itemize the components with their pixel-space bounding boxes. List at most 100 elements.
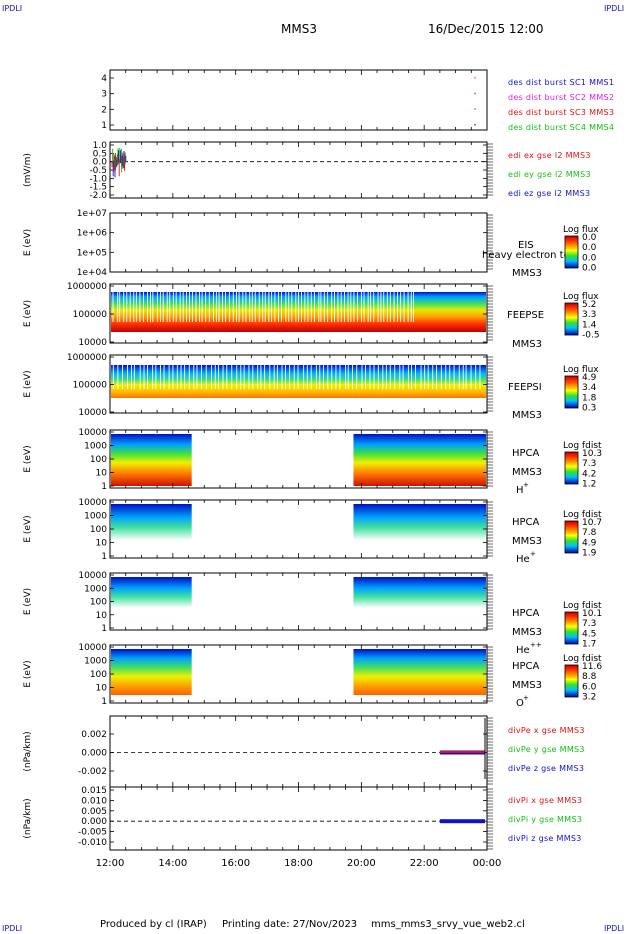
hpca-o-panel-instrument-label: HPCA [512,661,540,672]
hpca-h-panel-colorbar [564,451,579,485]
hpca-h-panel-ytick-label: 10000 [78,428,107,438]
hpca-h-panel-species-label: H [516,485,524,496]
hpca-h-panel-ytick-label: 1000 [84,442,107,452]
hpca-o-panel-ytick-label: 10 [96,684,108,694]
hpca-he-panel-ylabel: E (eV) [23,515,33,542]
feepse-panel-colorbar-tick: 3.3 [582,310,596,320]
hpca-h-panel-ylabel: E (eV) [23,445,33,472]
hpca-o-panel-ytick-label: 100 [90,670,107,680]
hpca-he-panel-ytick-label: 1 [101,552,107,562]
hpca-hepp-panel-ytick-label: 1000 [84,584,107,594]
hpca-hepp-panel-instrument-label: HPCA [512,608,540,619]
divpi-panel-ytick-label: 0.005 [81,807,107,817]
burst-panel-frame [109,69,488,131]
divpe-panel-legend-item: divPe y gse MMS3 [508,745,585,754]
eis-panel-colorbar-tick: 0.0 [582,233,597,243]
x-axis-tick-label: 22:00 [410,858,439,869]
burst-panel-ytick-label: 1 [101,121,107,131]
hpca-o-panel-colorbar-tick: 3.2 [582,693,596,703]
hpca-hepp-panel-spectrogram-left [111,577,192,621]
divpe-panel-frame [109,715,488,788]
eis-panel-ytick-label: 1e+04 [77,268,108,278]
divpe-panel-ylabel: (nPa/km) [23,731,33,771]
divpi-panel-ytick-label: 0.000 [81,817,107,827]
burst-panel-ytick-label: 4 [101,74,107,84]
feepsi-panel-colorbar-tick: 3.4 [582,383,597,393]
edi-panel-ytick-label: -2.0 [89,191,107,201]
hpca-o-panel-species-label: O [516,698,524,709]
burst-panel-legend-item: des dist burst SC2 MMS2 [508,93,614,102]
hpca-o-panel-ytick-label: 10000 [78,643,107,653]
hpca-h-panel-colorbar-title: Log fdist [563,441,602,451]
hpca-hepp-panel-spectrogram-right [353,577,486,621]
divpi-panel-ylabel: (nPa/km) [23,798,33,838]
eis-panel-instrument-label: EIS [518,240,534,251]
eis-panel-colorbar [564,235,579,269]
hpca-h-panel-colorbar-tick: 1.2 [582,480,596,490]
divpe-panel-ytick-label: 0.002 [81,730,107,740]
burst-panel-burst-point [474,77,476,79]
hpca-he-panel-species-label: He [516,554,530,565]
hpca-h-panel-ytick-label: 1 [101,482,107,492]
feepse-panel-colorbar [564,302,579,336]
hpca-h-panel-spectrogram-left [111,434,192,486]
hpca-he-panel-colorbar-title: Log fdist [563,510,602,520]
hpca-he-panel-spectrogram-right [353,504,486,556]
eis-panel-ytick-label: 1e+07 [77,209,107,219]
eis-panel-colorbar-tick: 0.0 [582,243,597,253]
hpca-hepp-panel-ylabel: E (eV) [23,588,33,615]
corner-label-top-right: IPDLI [604,4,625,13]
divpi-panel-z-trace [439,819,485,824]
edi-panel-ytick-label: -0.5 [89,166,107,176]
eis-panel-spacecraft-label: MMS3 [512,268,542,279]
burst-panel-burst-point [474,108,476,110]
divpi-panel-ytick-label: -0.005 [78,828,107,838]
feepsi-panel-ytick-label: 1000000 [67,353,107,363]
corner-label-bottom-right: IPDLI [604,924,625,933]
hpca-o-panel-ytick-label: 1 [101,697,107,707]
divpi-panel-legend-item: divPi z gse MMS3 [508,834,582,843]
divpi-panel-ytick-label: 0.010 [81,796,107,806]
corner-label-top-left: IPDLI [2,4,23,13]
hpca-he-panel-species-charge: + [530,550,536,558]
hpca-h-panel-colorbar-tick: 7.3 [582,459,596,469]
feepse-panel-spacecraft-label: MMS3 [512,339,542,350]
hpca-h-panel-colorbar-tick: 4.2 [582,469,596,479]
eis-panel-colorbar-tick: 0.0 [582,253,597,263]
x-axis-tick-label: 16:00 [221,858,250,869]
feepse-panel-ytick-label: 100000 [73,310,108,320]
divpe-panel-x-trace [439,751,485,753]
divpe-panel-ytick-label: -0.002 [78,767,107,777]
feepse-panel-colorbar-tick: 5.2 [582,300,596,310]
feepsi-panel-colorbar-tick: 4.9 [582,373,597,383]
divpe-panel-ytick-label: 0.000 [81,749,107,759]
divpi-panel-frame [109,786,488,851]
hpca-hepp-panel-ytick-label: 100 [90,598,107,608]
burst-panel-ytick-label: 2 [101,105,107,115]
hpca-he-panel-colorbar-tick: 1.9 [582,549,597,559]
hpca-he-panel-ytick-label: 1000 [84,512,107,522]
eis-panel-colorbar-tick: 0.0 [582,264,597,274]
edi-panel-ytick-label: -1.5 [89,183,107,193]
hpca-h-panel-ytick-label: 10 [96,469,108,479]
hpca-o-panel-ytick-label: 1000 [84,657,107,667]
hpca-hepp-panel-colorbar-tick: 10.1 [582,609,602,619]
hpca-hepp-panel-ytick-label: 10 [96,611,108,621]
hpca-he-panel-colorbar-tick: 10.7 [582,518,602,528]
hpca-hepp-panel-colorbar-tick: 4.5 [582,629,596,639]
hpca-o-panel-colorbar [564,664,579,698]
feepse-panel-ytick-label: 1000000 [67,282,107,292]
feepse-panel-instrument-label: FEEPSE [507,310,544,321]
burst-panel-legend-item: des dist burst SC1 MMS1 [508,78,614,87]
corner-label-bottom-left: IPDLI [2,924,23,933]
hpca-he-panel-colorbar [564,520,579,554]
divpi-panel-ytick-label: 0.015 [81,786,107,796]
feepsi-panel-colorbar-title: Log flux [563,365,599,375]
feepse-panel-colorbar-title: Log flux [563,292,599,302]
feepse-panel-colorbar-tick: 1.4 [582,320,597,330]
hpca-o-panel-colorbar-tick: 11.6 [582,662,602,672]
x-axis-tick-label: 12:00 [96,858,125,869]
edi-panel-legend-item: edi ex gse l2 MMS3 [508,151,591,160]
divpe-panel-legend-item: divPe x gse MMS3 [508,726,585,735]
hpca-o-panel-spectrogram-right [353,649,486,695]
